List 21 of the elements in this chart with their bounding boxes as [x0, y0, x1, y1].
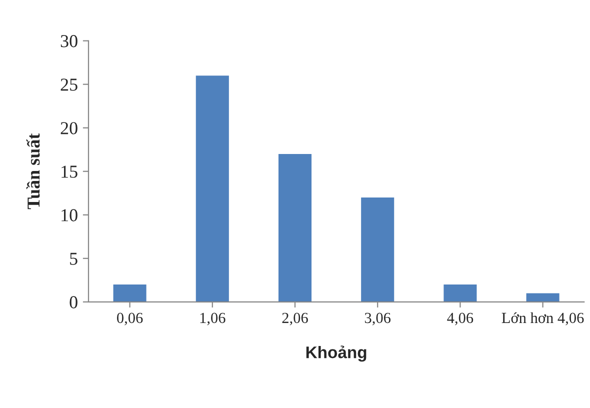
x-tick-label: 2,06 — [282, 312, 308, 326]
bar — [278, 154, 312, 302]
bar — [196, 76, 229, 302]
x-tick-label: 1,06 — [200, 312, 226, 326]
y-tick-label: 10 — [62, 209, 78, 222]
bar — [361, 197, 394, 302]
bar — [113, 284, 146, 302]
x-tick-label: 0,06 — [117, 312, 143, 326]
y-tick-label: 0 — [70, 296, 78, 308]
bar — [526, 293, 560, 302]
y-tick-label: 20 — [60, 122, 78, 134]
y-tick-label: 30 — [60, 35, 78, 48]
bar — [444, 284, 477, 302]
x-tick-label: 3,06 — [364, 312, 391, 326]
y-tick-label: 15 — [62, 166, 78, 178]
x-tick-label: 4,06 — [447, 312, 474, 326]
y-tick-label: 25 — [60, 78, 78, 91]
y-tick-label: 5 — [70, 252, 78, 265]
y-axis-title: Tuần suất — [26, 133, 40, 210]
x-tick-label: Lớn hơn 4,06 — [502, 312, 584, 326]
x-axis-title: Khoảng — [306, 346, 366, 362]
